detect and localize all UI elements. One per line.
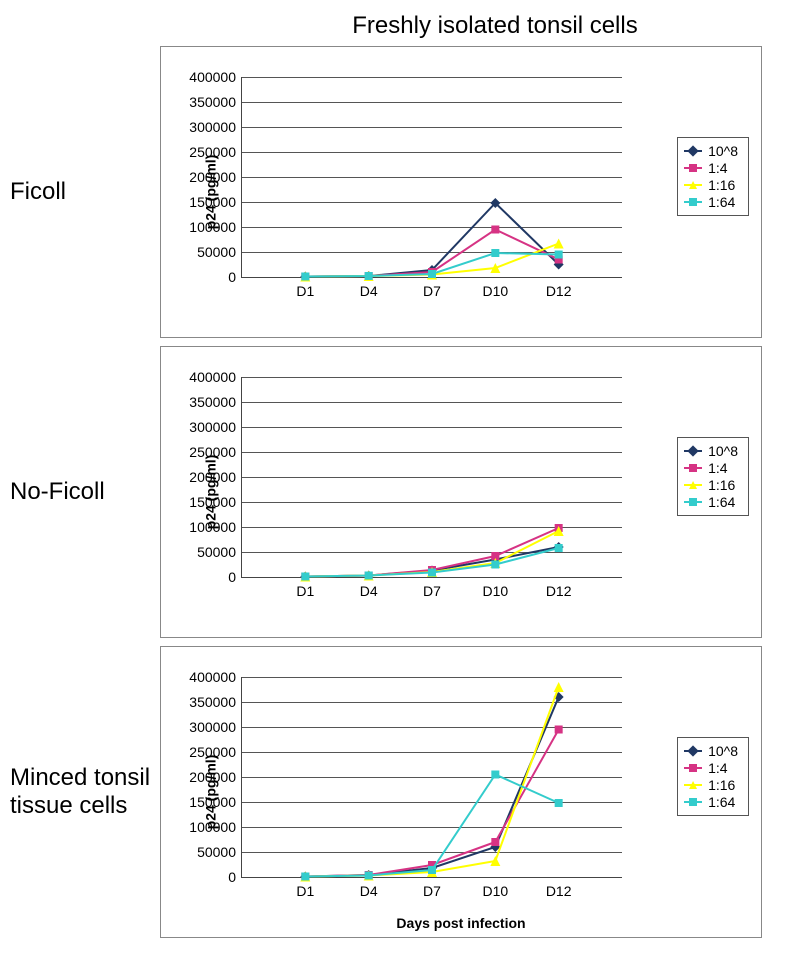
y-tick-label: 0 xyxy=(228,569,242,585)
legend-swatch xyxy=(684,784,702,786)
plot-area: 0500001000001500002000002500003000003500… xyxy=(241,77,622,278)
legend-item: 10^8 xyxy=(684,143,738,159)
y-tick-label: 350000 xyxy=(189,94,242,110)
legend-item: 10^8 xyxy=(684,443,738,459)
legend-label: 1:4 xyxy=(708,160,727,176)
series-svg xyxy=(242,377,622,577)
row-label: Ficoll xyxy=(0,178,160,206)
y-tick-label: 400000 xyxy=(189,669,242,685)
legend-swatch xyxy=(684,201,702,203)
legend-swatch xyxy=(684,750,702,752)
y-tick-label: 50000 xyxy=(197,544,242,560)
x-tick-label: D10 xyxy=(482,277,508,299)
legend-swatch xyxy=(684,167,702,169)
y-tick-label: 50000 xyxy=(197,244,242,260)
x-tick-label: D10 xyxy=(482,577,508,599)
chart-panel: p24 (pg/ml)05000010000015000020000025000… xyxy=(160,46,762,338)
y-tick-label: 150000 xyxy=(189,794,242,810)
chart-panel: p24 (pg/ml)Days post infection0500001000… xyxy=(160,646,762,938)
legend-item: 1:64 xyxy=(684,194,738,210)
legend-swatch xyxy=(684,484,702,486)
legend-label: 1:64 xyxy=(708,794,735,810)
legend: 10^81:41:161:64 xyxy=(677,437,749,516)
legend-item: 1:64 xyxy=(684,494,738,510)
y-tick-label: 250000 xyxy=(189,444,242,460)
legend-swatch xyxy=(684,150,702,152)
y-tick-label: 0 xyxy=(228,869,242,885)
chart-panel: p24 (pg/ml)05000010000015000020000025000… xyxy=(160,346,762,638)
y-tick-label: 300000 xyxy=(189,119,242,135)
legend-label: 1:16 xyxy=(708,477,735,493)
plot-area: 0500001000001500002000002500003000003500… xyxy=(241,377,622,578)
x-tick-label: D12 xyxy=(546,577,572,599)
y-tick-label: 100000 xyxy=(189,219,242,235)
series-svg xyxy=(242,677,622,877)
legend-item: 1:4 xyxy=(684,160,738,176)
y-tick-label: 250000 xyxy=(189,744,242,760)
y-tick-label: 200000 xyxy=(189,469,242,485)
x-tick-label: D7 xyxy=(423,877,441,899)
chart-row: Minced tonsil tissue cellsp24 (pg/ml)Day… xyxy=(0,646,800,938)
legend-item: 1:16 xyxy=(684,777,738,793)
y-tick-label: 150000 xyxy=(189,494,242,510)
legend: 10^81:41:161:64 xyxy=(677,137,749,216)
x-tick-label: D12 xyxy=(546,277,572,299)
legend-label: 1:16 xyxy=(708,177,735,193)
row-label: No-Ficoll xyxy=(0,478,160,506)
legend-label: 1:64 xyxy=(708,494,735,510)
row-label: Minced tonsil tissue cells xyxy=(0,764,160,819)
legend-item: 1:4 xyxy=(684,760,738,776)
legend-label: 1:4 xyxy=(708,460,727,476)
legend-label: 1:4 xyxy=(708,760,727,776)
x-tick-label: D12 xyxy=(546,877,572,899)
x-axis-label: Days post infection xyxy=(396,915,525,931)
legend-swatch xyxy=(684,801,702,803)
y-tick-label: 50000 xyxy=(197,844,242,860)
legend-label: 10^8 xyxy=(708,743,738,759)
legend-label: 10^8 xyxy=(708,143,738,159)
legend-label: 10^8 xyxy=(708,443,738,459)
y-tick-label: 350000 xyxy=(189,694,242,710)
y-tick-label: 150000 xyxy=(189,194,242,210)
x-tick-label: D10 xyxy=(482,877,508,899)
legend-swatch xyxy=(684,501,702,503)
legend: 10^81:41:161:64 xyxy=(677,737,749,816)
legend-swatch xyxy=(684,467,702,469)
legend-swatch xyxy=(684,184,702,186)
y-tick-label: 300000 xyxy=(189,719,242,735)
chart-row: No-Ficollp24 (pg/ml)05000010000015000020… xyxy=(0,346,800,638)
y-tick-label: 200000 xyxy=(189,769,242,785)
legend-item: 10^8 xyxy=(684,743,738,759)
main-title: Freshly isolated tonsil cells xyxy=(190,12,800,40)
legend-item: 1:64 xyxy=(684,794,738,810)
y-tick-label: 0 xyxy=(228,269,242,285)
legend-item: 1:16 xyxy=(684,477,738,493)
x-tick-label: D7 xyxy=(423,577,441,599)
y-tick-label: 250000 xyxy=(189,144,242,160)
series-svg xyxy=(242,77,622,277)
legend-swatch xyxy=(684,767,702,769)
x-tick-label: D7 xyxy=(423,277,441,299)
y-tick-label: 400000 xyxy=(189,369,242,385)
legend-swatch xyxy=(684,450,702,452)
legend-item: 1:16 xyxy=(684,177,738,193)
legend-label: 1:64 xyxy=(708,194,735,210)
y-tick-label: 400000 xyxy=(189,69,242,85)
y-tick-label: 300000 xyxy=(189,419,242,435)
page: Freshly isolated tonsil cells Ficollp24 … xyxy=(0,0,800,938)
y-tick-label: 350000 xyxy=(189,394,242,410)
plot-area: 0500001000001500002000002500003000003500… xyxy=(241,677,622,878)
y-tick-label: 100000 xyxy=(189,519,242,535)
chart-rows: Ficollp24 (pg/ml)05000010000015000020000… xyxy=(0,46,800,938)
y-tick-label: 100000 xyxy=(189,819,242,835)
chart-row: Ficollp24 (pg/ml)05000010000015000020000… xyxy=(0,46,800,338)
legend-item: 1:4 xyxy=(684,460,738,476)
y-tick-label: 200000 xyxy=(189,169,242,185)
legend-label: 1:16 xyxy=(708,777,735,793)
